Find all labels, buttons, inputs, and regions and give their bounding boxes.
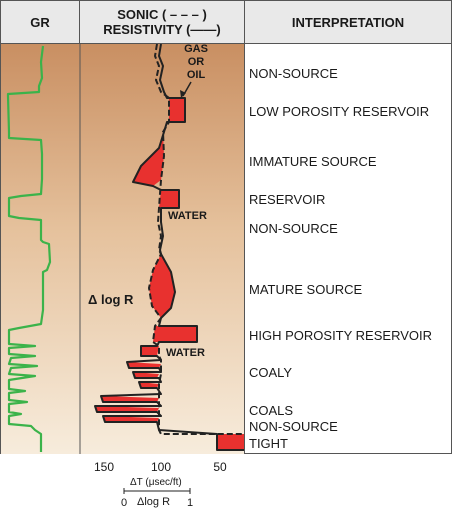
resistivity-curve xyxy=(94,44,245,451)
gr-curve xyxy=(6,45,52,452)
delta-log-r-label: Δ log R xyxy=(88,292,134,307)
coals-fill-2 xyxy=(95,406,159,412)
mature-source-fill xyxy=(149,254,175,318)
interpretation-column-header: INTERPRETATION xyxy=(244,0,452,44)
gas-or-oil-label: GAS OR OIL xyxy=(183,43,209,82)
interp-immature-source: IMMATURE SOURCE xyxy=(249,154,377,169)
tick-100: 100 xyxy=(150,460,172,474)
tick-50: 50 xyxy=(213,460,227,474)
coaly-fill-3 xyxy=(139,382,159,388)
coaly-fill-1 xyxy=(127,362,161,368)
delta-t-axis-label: ΔT (μsec/ft) xyxy=(130,477,182,488)
interp-reservoir: RESERVOIR xyxy=(249,192,326,207)
log-r-max: 1 xyxy=(187,497,194,509)
interp-mature-source: MATURE SOURCE xyxy=(249,282,363,297)
interp-low-porosity-reservoir: LOW POROSITY RESERVOIR xyxy=(249,104,430,119)
gr-column-header: GR xyxy=(0,0,80,44)
gas-label: GAS xyxy=(184,43,208,55)
sonic-resistivity-column-header: SONIC ( – – – ) RESISTIVITY (——) xyxy=(79,0,245,44)
resistivity-header-label: RESISTIVITY (——) xyxy=(103,22,221,37)
interpretation-panel: NON-SOURCE LOW POROSITY RESERVOIR IMMATU… xyxy=(244,44,452,454)
gas-oil-arrowhead xyxy=(180,90,186,98)
log-r-min: 0 xyxy=(121,497,128,509)
separation-fills xyxy=(95,98,245,450)
interpretation-header-label: INTERPRETATION xyxy=(291,14,405,30)
sonic-header-label: SONIC ( – – – ) xyxy=(117,7,207,22)
interp-tight: TIGHT xyxy=(249,436,288,451)
coals-fill-1 xyxy=(101,396,159,402)
water-lower-label: WATER xyxy=(166,347,205,359)
high-porosity-reservoir-fill xyxy=(153,326,197,342)
or-label: OR xyxy=(187,56,205,68)
sonic-curve xyxy=(148,44,245,435)
water-lower-fill xyxy=(141,346,159,356)
water-upper-label: WATER xyxy=(168,210,207,222)
low-porosity-reservoir-fill xyxy=(169,98,185,122)
interp-non-source-3: NON-SOURCE xyxy=(249,419,338,434)
interp-non-source-1: NON-SOURCE xyxy=(249,66,338,81)
panel-background xyxy=(1,44,245,454)
log-tracks-svg xyxy=(1,44,245,454)
interp-high-porosity-reservoir: HIGH POROSITY RESERVOIR xyxy=(249,328,433,343)
coaly-fill-2 xyxy=(133,372,159,378)
gr-header-label: GR xyxy=(30,14,50,30)
log-panel: GAS OR OIL WATER WATER Δ log R xyxy=(0,43,245,454)
tick-150: 150 xyxy=(93,460,115,474)
reservoir-fill xyxy=(159,190,179,208)
interp-coals: COALS xyxy=(249,403,294,418)
interp-non-source-2: NON-SOURCE xyxy=(249,221,338,236)
interp-coaly: COALY xyxy=(249,365,293,380)
coals-fill-3 xyxy=(103,416,159,422)
tight-fill xyxy=(217,434,245,450)
log-r-label: Δlog R xyxy=(137,496,171,508)
oil-label: OIL xyxy=(186,69,206,81)
